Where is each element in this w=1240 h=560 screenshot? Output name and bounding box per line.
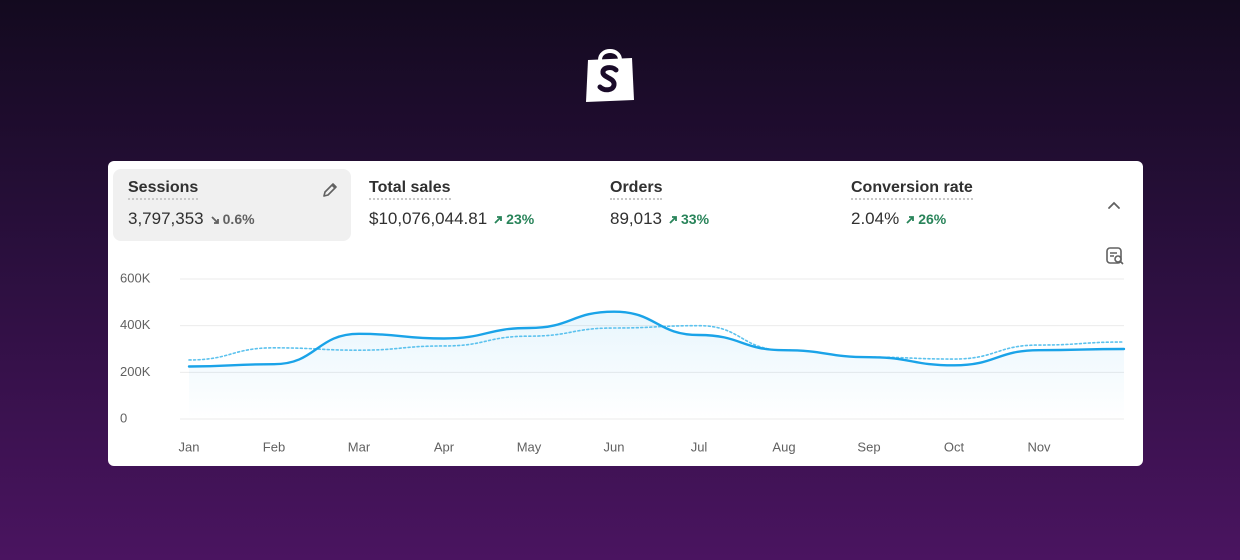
- metric-tab[interactable]: Conversion rate 2.04% 26%: [836, 169, 1074, 241]
- chart-options-icon[interactable]: [1105, 246, 1125, 266]
- x-tick-label: Nov: [1027, 439, 1051, 454]
- metric-value: 3,797,353: [128, 209, 204, 228]
- metric-change: 26%: [905, 211, 946, 227]
- trend-arrow: [494, 216, 503, 224]
- y-tick-label: 200K: [120, 364, 151, 379]
- x-tick-label: Sep: [857, 439, 880, 454]
- series-line: [188, 324, 1125, 361]
- y-tick-label: 600K: [120, 270, 151, 285]
- metric-label: Orders: [610, 179, 663, 200]
- change-text: 33%: [681, 211, 710, 227]
- metric-change: 0.6%: [210, 211, 255, 227]
- collapse-chevron[interactable]: [1105, 197, 1123, 215]
- x-tick-label: Jul: [691, 439, 708, 454]
- metric-tab[interactable]: Total sales $10,076,044.81 23%: [354, 169, 592, 241]
- trend-arrow: [669, 216, 677, 224]
- y-tick-label: 400K: [120, 317, 151, 332]
- x-tick-label: Apr: [434, 439, 455, 454]
- trend-arrow: [211, 216, 219, 224]
- trend-arrow: [906, 216, 915, 224]
- metric-label: Total sales: [369, 179, 451, 200]
- metric-value: 89,013: [610, 209, 662, 228]
- area-fill: [189, 311, 1124, 419]
- x-tick-label: Oct: [944, 439, 965, 454]
- sessions-chart: 0 200K 400K 600K Jan Feb Mar Apr May Jun Jul Aug Sep…: [120, 270, 1126, 454]
- x-tick-label: Jan: [179, 439, 200, 454]
- metric-tab[interactable]: Orders 89,013 33%: [595, 169, 833, 241]
- metric-change: 33%: [668, 211, 709, 227]
- series-line: [187, 310, 1126, 368]
- x-tick-label: Feb: [263, 439, 285, 454]
- edit-icon[interactable]: [321, 181, 339, 199]
- x-tick-label: Jun: [604, 439, 625, 454]
- x-tick-label: Aug: [772, 439, 795, 454]
- change-text: 26%: [918, 211, 947, 227]
- change-text: 0.6%: [222, 211, 255, 227]
- analytics-card: Sessions 3,797,353 0.6% Total sales $10,0…: [108, 161, 1143, 466]
- shopify-logo: [586, 49, 634, 102]
- metric-change: 23%: [493, 211, 534, 227]
- metric-value: 2.04%: [851, 209, 900, 228]
- y-tick-label: 0: [120, 410, 127, 425]
- metric-label: Sessions: [128, 179, 199, 200]
- metric-label: Conversion rate: [851, 179, 973, 200]
- x-tick-label: Mar: [348, 439, 371, 454]
- metric-value: $10,076,044.81: [369, 209, 488, 228]
- metric-tab[interactable]: Sessions 3,797,353 0.6%: [113, 169, 351, 241]
- x-tick-label: May: [517, 439, 542, 454]
- change-text: 23%: [506, 211, 535, 227]
